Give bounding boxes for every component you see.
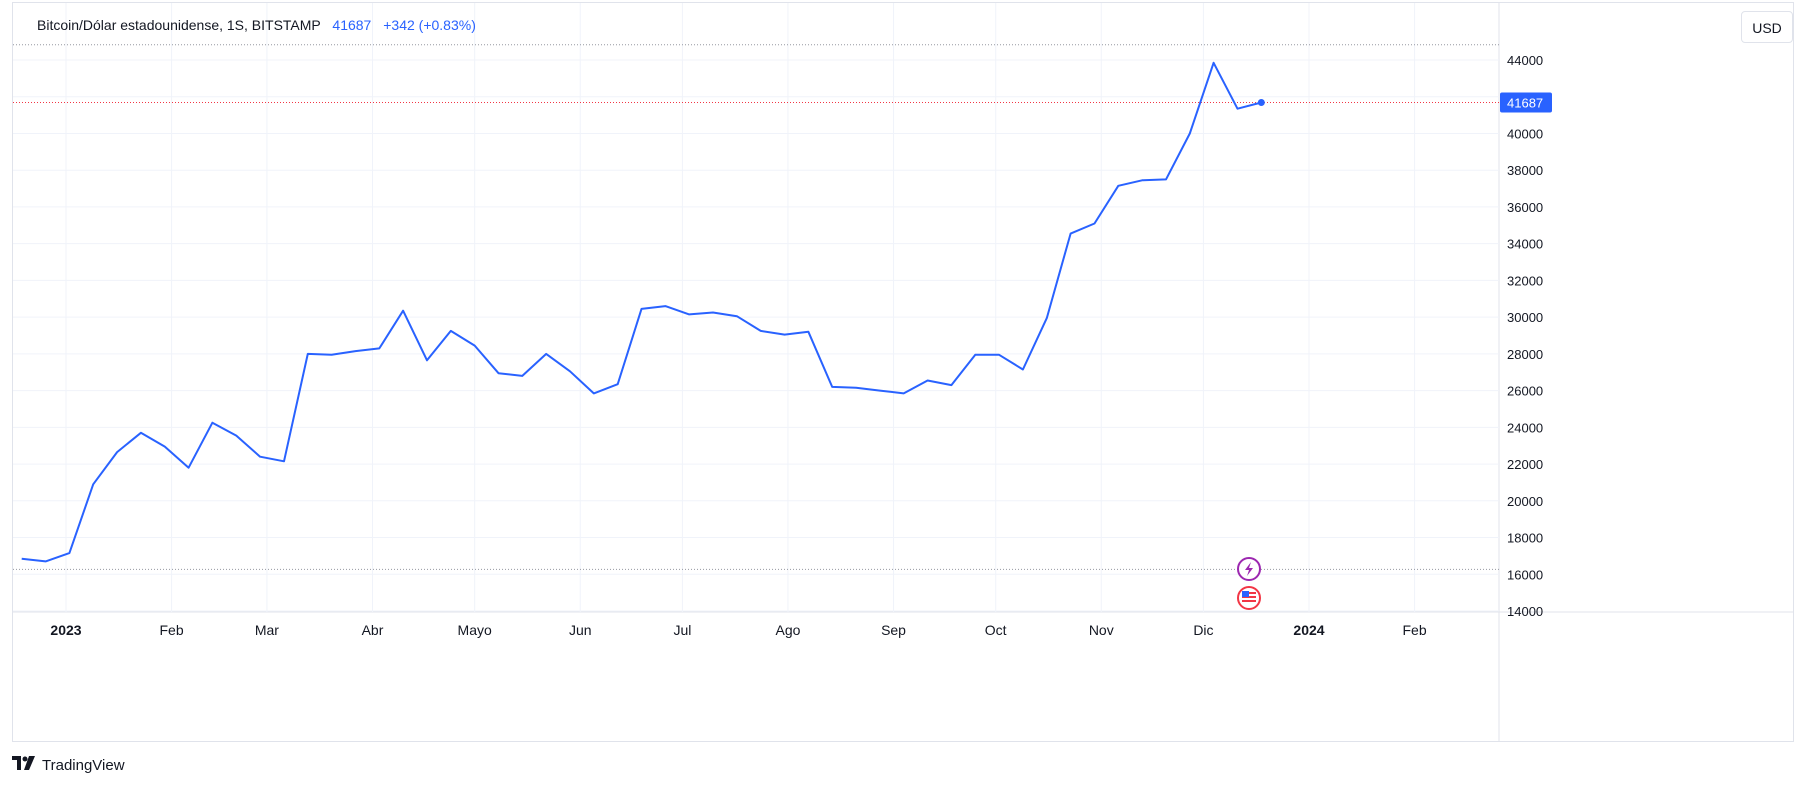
x-axis[interactable]: 2023 Feb Mar Abr Mayo Jun Jul Ago Sep Oct Nov Dic 20… [50, 622, 1426, 638]
x-tick-label: Sep [881, 622, 906, 638]
x-tick-label: Jul [673, 622, 691, 638]
last-price-dot [1257, 98, 1265, 106]
us-flag-icon[interactable] [1237, 586, 1261, 610]
y-tick-label: 34000 [1507, 237, 1543, 252]
y-tick-label: 20000 [1507, 494, 1543, 509]
y-tick-label: 32000 [1507, 273, 1543, 288]
y-tick-label: 38000 [1507, 163, 1543, 178]
x-tick-label: 2023 [50, 622, 81, 638]
chart-legend: Bitcoin/Dólar estadounidense, 1S, BITSTA… [37, 17, 476, 33]
last-price-label: 41687 [1507, 95, 1543, 110]
y-tick-label: 24000 [1507, 420, 1543, 435]
price-change: +342 (+0.83%) [383, 17, 476, 33]
last-price-badge [1500, 92, 1552, 113]
x-tick-label: Oct [985, 622, 1007, 638]
event-icons[interactable] [1237, 557, 1261, 610]
x-tick-label: Mar [255, 622, 279, 638]
y-tick-label: 36000 [1507, 200, 1543, 215]
chart-grid [13, 3, 1793, 741]
tradingview-logo[interactable]: TradingView [12, 755, 125, 775]
x-tick-label: Nov [1089, 622, 1114, 638]
x-tick-label: Ago [776, 622, 801, 638]
x-tick-label: Abr [362, 622, 384, 638]
series-layer [21, 61, 1265, 563]
currency-button[interactable]: USD [1741, 11, 1793, 43]
tv-logo-icon [12, 755, 36, 775]
x-tick-label: Mayo [458, 622, 492, 638]
price-range-lines [13, 44, 1499, 570]
y-tick-label: 18000 [1507, 531, 1543, 546]
y-tick-label: 40000 [1507, 126, 1543, 141]
watermark-text: TradingView [42, 756, 125, 774]
symbol-name[interactable]: Bitcoin/Dólar estadounidense, 1S, BITSTA… [37, 17, 321, 33]
y-tick-label: 26000 [1507, 384, 1543, 399]
x-tick-label: Feb [160, 622, 184, 638]
last-value: 41687 [332, 17, 372, 33]
y-tick-label: 44000 [1507, 53, 1543, 68]
y-tick-label: 28000 [1507, 347, 1543, 362]
y-tick-label: 16000 [1507, 567, 1543, 582]
x-tick-label: Dic [1193, 622, 1213, 638]
y-tick-label: 22000 [1507, 457, 1543, 472]
chart-frame[interactable]: 14000 16000 18000 20000 22000 24000 26000 28000… [12, 2, 1794, 742]
x-tick-label: Feb [1403, 622, 1427, 638]
x-tick-label: Jun [569, 622, 592, 638]
x-tick-label: 2024 [1293, 622, 1324, 638]
y-axis[interactable]: 14000 16000 18000 20000 22000 24000 26000 28000… [1500, 53, 1552, 619]
y-tick-label: 30000 [1507, 310, 1543, 325]
lightning-icon[interactable] [1237, 557, 1261, 581]
y-tick-label: 14000 [1507, 604, 1543, 619]
price-series-line[interactable] [21, 61, 1262, 563]
price-chart[interactable]: 14000 16000 18000 20000 22000 24000 26000 28000… [13, 3, 1793, 741]
